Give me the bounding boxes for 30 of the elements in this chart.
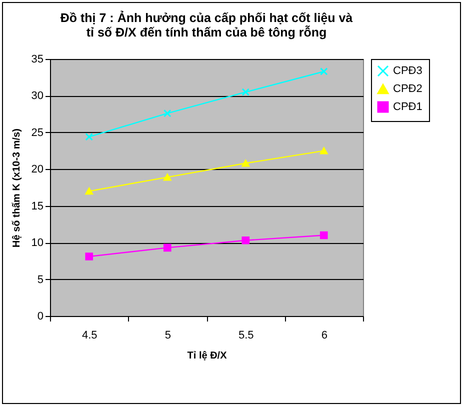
legend-label: CPĐ2 [393, 83, 422, 95]
chart-title: Đồ thị 7 : Ảnh hưởng của cấp phối hạt cốt liệu và tỉ số Đ/X đến tính thấm của bê tông rỗng [60, 10, 353, 40]
legend-label: CPĐ3 [393, 65, 422, 77]
y-tick-label: 5 [37, 274, 44, 286]
x-tick-label: 4.5 [82, 330, 98, 342]
y-axis-title: Hệ số thấm K (x10-3 m/s) [11, 128, 22, 248]
point [163, 174, 172, 181]
x-axis-title: Tỉ lệ Đ/X [187, 350, 228, 362]
point [320, 68, 328, 76]
x-tick-label: 5 [164, 330, 171, 342]
y-tick-label: 0 [37, 310, 44, 322]
point [242, 160, 250, 167]
y-tick-label: 15 [31, 200, 44, 212]
legend-label: CPĐ1 [393, 101, 422, 113]
x-tick-label: 5.5 [238, 330, 254, 342]
point [242, 88, 250, 96]
point [320, 147, 328, 154]
y-tick-label: 25 [31, 126, 44, 139]
y-tick-label: 30 [31, 90, 44, 102]
point [320, 231, 328, 240]
point [85, 188, 94, 195]
y-tick-label: 35 [31, 54, 44, 66]
point [163, 244, 172, 252]
point [85, 132, 94, 141]
point [242, 236, 250, 244]
y-tick-label: 10 [31, 237, 44, 250]
point [163, 109, 172, 118]
point [85, 252, 94, 260]
x-tick-label: 6 [321, 330, 328, 342]
y-tick-label: 20 [31, 164, 44, 176]
